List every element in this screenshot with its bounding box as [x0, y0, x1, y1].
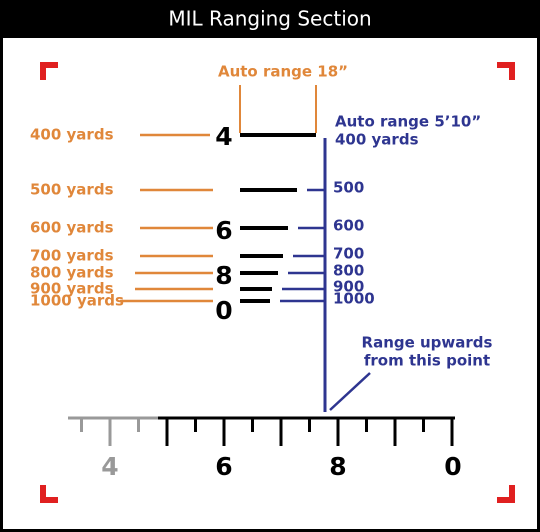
width-bracket: [239, 85, 317, 133]
range-label: 600: [333, 217, 364, 235]
auto-range-height: Auto range 5’10”: [335, 113, 481, 131]
yard-label: 600 yards: [30, 219, 114, 237]
range-label: 700: [333, 245, 364, 263]
auto-range-height: 400 yards: [335, 131, 419, 149]
scale-label: 0: [444, 452, 461, 481]
note: Range upwards: [362, 334, 493, 352]
pointer: [329, 372, 371, 411]
header-bar: [0, 0, 540, 38]
yard-label: 800 yards: [30, 264, 114, 282]
title: MIL Ranging Section: [168, 7, 371, 31]
range-label: 500: [333, 179, 364, 197]
range-label: 900: [333, 278, 364, 296]
auto-range-width: Auto range 18”: [218, 63, 348, 81]
yard-label: 500 yards: [30, 181, 114, 199]
scale-label: 4: [101, 452, 118, 481]
yard-label: 700 yards: [30, 247, 114, 265]
corner-brackets: [40, 62, 515, 503]
range-label: 800: [333, 262, 364, 280]
note: from this point: [364, 352, 490, 370]
yard-label: 900 yards: [30, 280, 114, 298]
reticle-number: 8: [215, 261, 232, 290]
scale-label: 6: [215, 452, 232, 481]
reticle-number: 4: [215, 122, 232, 151]
reticle-number: 6: [215, 216, 232, 245]
scale-label: 8: [329, 452, 346, 481]
yard-label: 400 yards: [30, 126, 114, 144]
reticle-number: 0: [215, 296, 232, 325]
yard-label: 1000 yards: [30, 292, 124, 310]
range-label: 1000: [333, 290, 375, 308]
